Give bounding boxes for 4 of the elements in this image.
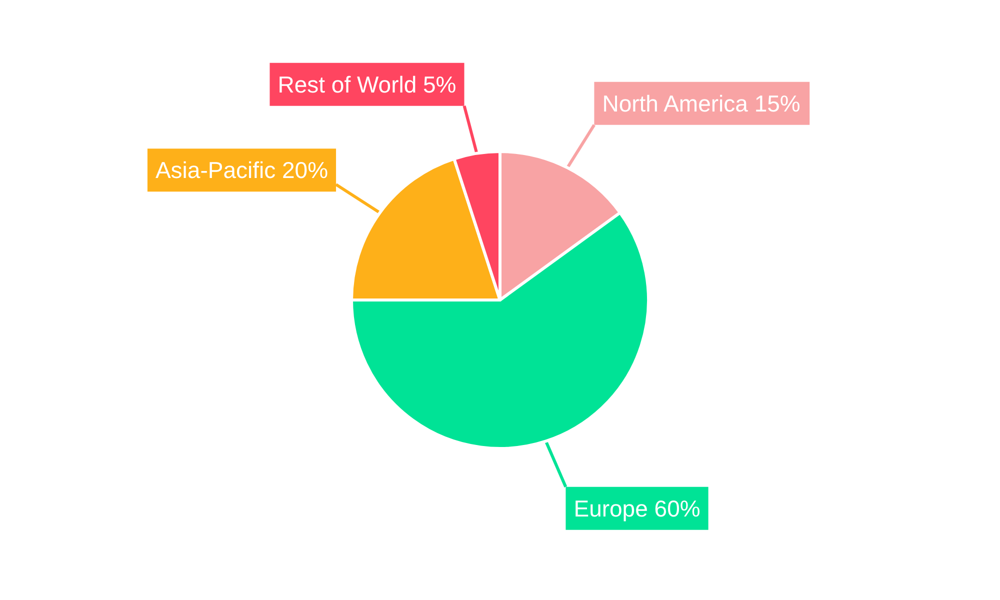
slice-label: Europe 60% xyxy=(574,495,700,522)
slice-label: Rest of World 5% xyxy=(278,71,456,98)
slice-label: Asia-Pacific 20% xyxy=(155,157,328,184)
slice-label: North America 15% xyxy=(602,90,800,116)
